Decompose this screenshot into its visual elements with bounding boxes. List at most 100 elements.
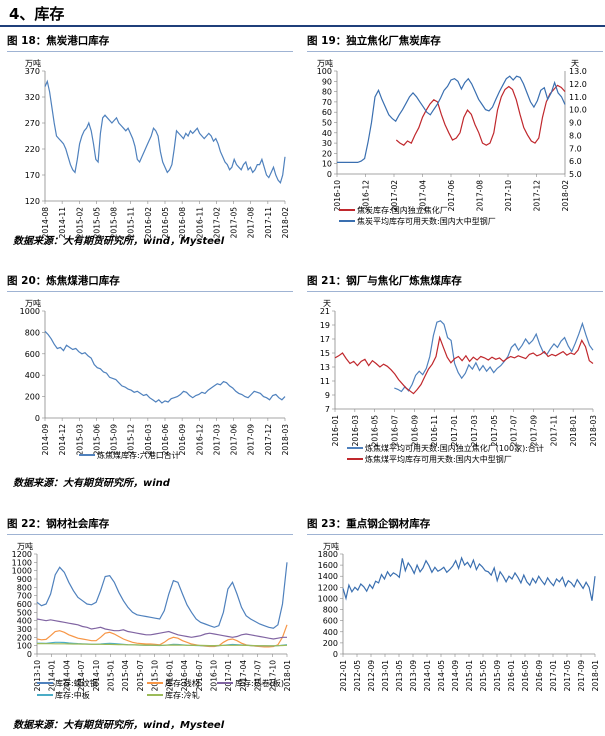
y-tick-label: 7 [325,405,330,414]
x-tick-label: 2014-08 [41,207,50,239]
y-tick-label: 170 [25,171,40,180]
x-tick-label: 2018-01 [283,660,292,692]
x-tick-label: 2016-04 [180,660,189,692]
x-tick-label: 2017-04 [239,660,248,692]
x-tick-label: 2017-05 [490,415,499,447]
legend-label: 焦炭平均库存可用天数:国内大中型钢厂 [357,216,496,226]
y-tick-label: 200 [323,639,338,648]
x-tick-label: 2017-11 [549,415,558,447]
series-line [44,79,286,185]
y-tick-label: 200 [17,633,32,642]
panel-title-rule [307,291,603,292]
x-tick-label: 2015-01 [465,660,474,692]
source-note: 数据来源：大有期货研究所，wind [13,478,170,489]
x-tick-label: 2017-06 [230,424,239,456]
x-tick-label: 2013-09 [409,660,418,692]
y-tick-label: 800 [25,328,40,337]
y-tick-label: 900 [17,575,32,584]
y-tick-label: 90 [322,77,332,86]
panel-c18: 图 18：焦炭港口库存 万吨 120 170 220 270 320 370 2014-08 2… [7,33,293,238]
x-tick-label: 2016-05 [521,660,530,692]
x-tick-label: 2014-04 [62,660,71,692]
y-axis-unit: 天 [323,299,331,308]
y-tick-label: 400 [323,628,338,637]
x-tick-label: 2014-07 [77,660,86,692]
x-tick-label: 2017-01 [224,660,233,692]
series-line [395,84,566,146]
series-line [37,642,288,647]
legend-label: 库存:热卷(板) [235,678,284,688]
y-tick-label: 1200 [318,583,338,592]
panel-title: 图 19：独立焦化厂焦炭库存 [307,35,441,47]
y-tick-label: 1000 [20,307,40,316]
x-tick-label: 2016-11 [195,207,204,239]
y-tick-label: 9 [325,391,330,400]
x-tick-label: 2013-05 [395,660,404,692]
x-tick-label: 2016-08 [178,207,187,239]
x-tick-label: 2014-05 [437,660,446,692]
x-tick-label: 2014-01 [48,660,57,692]
x-tick-label: 2017-08 [476,180,485,212]
y-right-tick-label: 9.0 [569,119,582,128]
y-tick-label: 0 [27,650,32,659]
y-axis-unit: 万吨 [17,541,33,551]
x-tick-label: 2014-01 [423,660,432,692]
y-tick-label: 70 [322,98,332,107]
y-tick-label: 1600 [318,561,338,570]
x-tick-label: 2018-02 [281,207,290,239]
x-tick-label: 2015-01 [107,660,116,692]
x-tick-label: 2014-10 [92,660,101,692]
x-tick-label: 2017-05 [230,207,239,239]
x-tick-label: 2016-07 [391,415,400,447]
legend-label: 炼焦煤库存:六港口合计 [97,450,180,460]
x-tick-label: 2015-09 [493,660,502,692]
x-tick-label: 2016-01 [507,660,516,692]
x-tick-label: 2016-01 [331,415,340,447]
x-tick-label: 2017-03 [470,415,479,447]
x-tick-label: 2016-10 [209,660,218,692]
y-right-tick-label: 11.0 [569,93,587,102]
panel-title: 图 18：焦炭港口库存 [7,35,110,47]
y-right-tick-label: 8.0 [569,131,582,140]
x-tick-label: 2017-04 [419,180,428,212]
y-tick-label: 600 [25,350,40,359]
x-tick-label: 2014-12 [58,424,67,456]
panel-title-rule [307,534,603,535]
panel-c22: 图 22：钢材社会库存 万吨 0 100 200 300 400 500 600 700 800 9… [7,516,293,716]
y-right-tick-label: 7.0 [569,144,582,153]
x-tick-label: 2016-12 [195,424,204,456]
chart-c21: 天 7 9 11 13 15 17 19 21 2016-01 2016-03 2016-05 2016… [320,299,598,464]
x-tick-label: 2016-10 [333,180,342,212]
x-tick-label: 2015-10 [151,660,160,692]
y-tick-label: 200 [25,393,40,402]
x-tick-label: 2015-04 [121,660,130,692]
x-tick-label: 2016-09 [178,424,187,456]
y-tick-label: 400 [17,617,32,626]
y-tick-label: 700 [17,592,32,601]
x-tick-label: 2015-06 [92,424,101,456]
x-tick-label: 2015-02 [75,207,84,239]
y-tick-label: 800 [323,606,338,615]
y-tick-label: 20 [322,149,332,158]
x-tick-label: 2014-09 [451,660,460,692]
y-axis-right-unit: 天 [571,59,579,68]
x-tick-label: 2016-05 [371,415,380,447]
x-tick-label: 2014-09 [41,424,50,456]
panel-title: 图 20：炼焦煤港口库存 [7,275,120,287]
x-tick-label: 2018-03 [281,424,290,456]
x-tick-label: 2017-05 [563,660,572,692]
chart-c22: 万吨 01002003004005006007008009001000110012… [12,541,292,700]
panel-title: 图 22：钢材社会库存 [7,518,110,530]
x-tick-label: 2016-03 [351,415,360,447]
y-axis-unit: 万吨 [25,58,41,68]
series-line [342,556,596,601]
panel-title-rule [7,51,293,52]
panel-c23: 图 23：重点钢企钢材库存 万吨 0 200 400 600 800 1000 1200 140… [307,516,603,716]
y-tick-label: 80 [322,88,332,97]
panel-title-rule [7,291,293,292]
panel-c19: 图 19：独立焦化厂焦炭库存 万吨 天 0 10 20 30 40 50 60 70 80 90 100… [307,33,603,233]
y-axis-unit: 万吨 [317,58,333,68]
header-rule [0,25,605,27]
series-line [36,562,288,629]
